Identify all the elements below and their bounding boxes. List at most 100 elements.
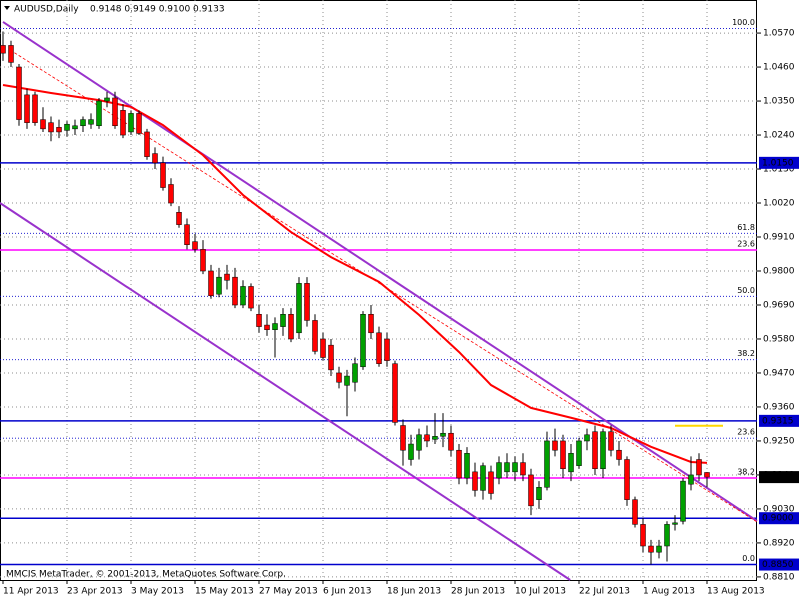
candle-body bbox=[544, 440, 550, 488]
chart-title: AUDUSD,Daily bbox=[14, 5, 79, 15]
y-tick-label: 0.8810 bbox=[763, 572, 795, 582]
candle-body bbox=[152, 153, 158, 164]
candle-body bbox=[144, 131, 150, 157]
price-label-box bbox=[759, 558, 799, 571]
candle-body bbox=[104, 97, 110, 102]
candle-body bbox=[208, 270, 214, 296]
candle-body bbox=[232, 276, 238, 306]
candle-body bbox=[280, 314, 286, 327]
candle-body bbox=[352, 363, 358, 383]
x-tick-label: 15 May 2013 bbox=[195, 587, 254, 597]
current-price-box bbox=[759, 471, 799, 484]
candle-body bbox=[448, 432, 454, 451]
candle-body bbox=[376, 332, 382, 364]
candle-body bbox=[672, 522, 678, 525]
y-tick-label: 0.9580 bbox=[763, 334, 795, 344]
candle-body bbox=[472, 471, 478, 491]
y-tick-label: 0.9800 bbox=[763, 266, 795, 276]
candle-body bbox=[8, 45, 14, 63]
x-tick-label: 11 Apr 2013 bbox=[3, 587, 59, 597]
fib-label: 0.0 bbox=[742, 554, 755, 563]
candle-body bbox=[312, 320, 318, 352]
candle-body bbox=[80, 119, 86, 127]
x-tick-label: 13 Aug 2013 bbox=[707, 587, 765, 597]
menu-arrow bbox=[4, 6, 10, 10]
candle-body bbox=[336, 372, 342, 383]
y-tick-label: 0.9910 bbox=[763, 233, 795, 243]
current-price-label: 0.9133 bbox=[762, 473, 794, 483]
y-tick-label: 1.0460 bbox=[763, 63, 795, 73]
candle-body bbox=[384, 338, 390, 361]
candle-body bbox=[32, 94, 38, 123]
candle-body bbox=[88, 119, 94, 125]
candle-body bbox=[0, 45, 6, 54]
candle-body bbox=[432, 436, 438, 440]
x-tick-label: 6 Jun 2013 bbox=[323, 587, 371, 597]
candle-body bbox=[704, 472, 710, 478]
candle-body bbox=[640, 524, 646, 547]
candle-body bbox=[416, 434, 422, 451]
fib-label: 23.6 bbox=[737, 239, 755, 248]
fib-label: 38.2 bbox=[737, 468, 755, 477]
candle-body bbox=[688, 474, 694, 485]
candle-body bbox=[288, 314, 294, 340]
candle-body bbox=[200, 249, 206, 272]
fib-label: 50.0 bbox=[737, 286, 755, 295]
candle-body bbox=[184, 224, 190, 245]
candle-body bbox=[600, 431, 606, 470]
candle-body bbox=[616, 449, 622, 460]
candle-body bbox=[456, 449, 462, 479]
candle-body bbox=[256, 314, 262, 327]
candle-body bbox=[112, 97, 118, 127]
candle-body bbox=[120, 110, 126, 136]
candle-body bbox=[192, 241, 198, 250]
price-label: 0.9000 bbox=[762, 514, 794, 524]
candle-body bbox=[56, 127, 62, 133]
candle-body bbox=[632, 499, 638, 525]
y-tick-label: 1.0350 bbox=[763, 97, 795, 107]
plot: 100.0 61.8 50.0 38.2 23.6 0.0 23.6 38.2 bbox=[0, 0, 758, 581]
candle-body bbox=[560, 440, 566, 470]
candle-body bbox=[224, 273, 230, 281]
candle-body bbox=[72, 125, 78, 130]
candle-body bbox=[168, 184, 174, 204]
candle-body bbox=[96, 100, 102, 127]
candle-body bbox=[504, 462, 510, 473]
candle-body bbox=[584, 434, 590, 442]
candle-body bbox=[520, 462, 526, 476]
candle-body bbox=[664, 524, 670, 547]
x-tick-label: 28 Jun 2013 bbox=[451, 587, 505, 597]
price-label-box bbox=[759, 512, 799, 525]
candle-body bbox=[552, 440, 558, 451]
y-tick-label: 0.9360 bbox=[763, 402, 795, 412]
candle-body bbox=[512, 462, 518, 473]
candle-body bbox=[48, 122, 54, 133]
price-label-box bbox=[759, 414, 799, 427]
candle-body bbox=[296, 283, 302, 334]
candle-body bbox=[592, 431, 598, 470]
candle-body bbox=[480, 465, 486, 491]
candle-body bbox=[248, 286, 254, 309]
price-label: 1.0150 bbox=[762, 158, 794, 168]
candle-body bbox=[216, 276, 222, 295]
candle-body bbox=[440, 432, 446, 437]
x-tick-label: 3 May 2013 bbox=[131, 587, 184, 597]
x-tick-label: 18 Jun 2013 bbox=[387, 587, 441, 597]
x-tick-label: 27 May 2013 bbox=[259, 587, 318, 597]
candle-body bbox=[464, 453, 470, 479]
y-tick-label: 1.0240 bbox=[763, 131, 795, 141]
y-tick-label: 0.9690 bbox=[763, 300, 795, 310]
candle-body bbox=[624, 459, 630, 500]
candle-body bbox=[272, 323, 278, 330]
x-tick-label: 10 Jul 2013 bbox=[515, 587, 566, 597]
fib-label: 23.6 bbox=[737, 428, 755, 437]
candle-body bbox=[400, 425, 406, 451]
y-tick-label: 1.0130 bbox=[763, 165, 795, 175]
candle-body bbox=[160, 162, 166, 188]
y-tick-label: 0.9470 bbox=[763, 368, 795, 378]
x-tick-label: 23 Apr 2013 bbox=[67, 587, 123, 597]
x-tick-label: 1 Aug 2013 bbox=[643, 587, 695, 597]
fib-label: 100.0 bbox=[732, 18, 755, 27]
candle-body bbox=[128, 113, 134, 133]
fib-label: 38.2 bbox=[737, 349, 755, 358]
